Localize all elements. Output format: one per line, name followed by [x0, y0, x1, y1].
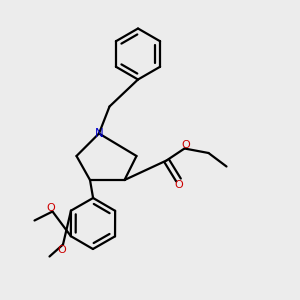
- Text: O: O: [46, 202, 56, 213]
- Text: O: O: [182, 140, 190, 150]
- Text: O: O: [174, 180, 183, 190]
- Text: N: N: [94, 127, 103, 140]
- Text: O: O: [57, 245, 66, 255]
